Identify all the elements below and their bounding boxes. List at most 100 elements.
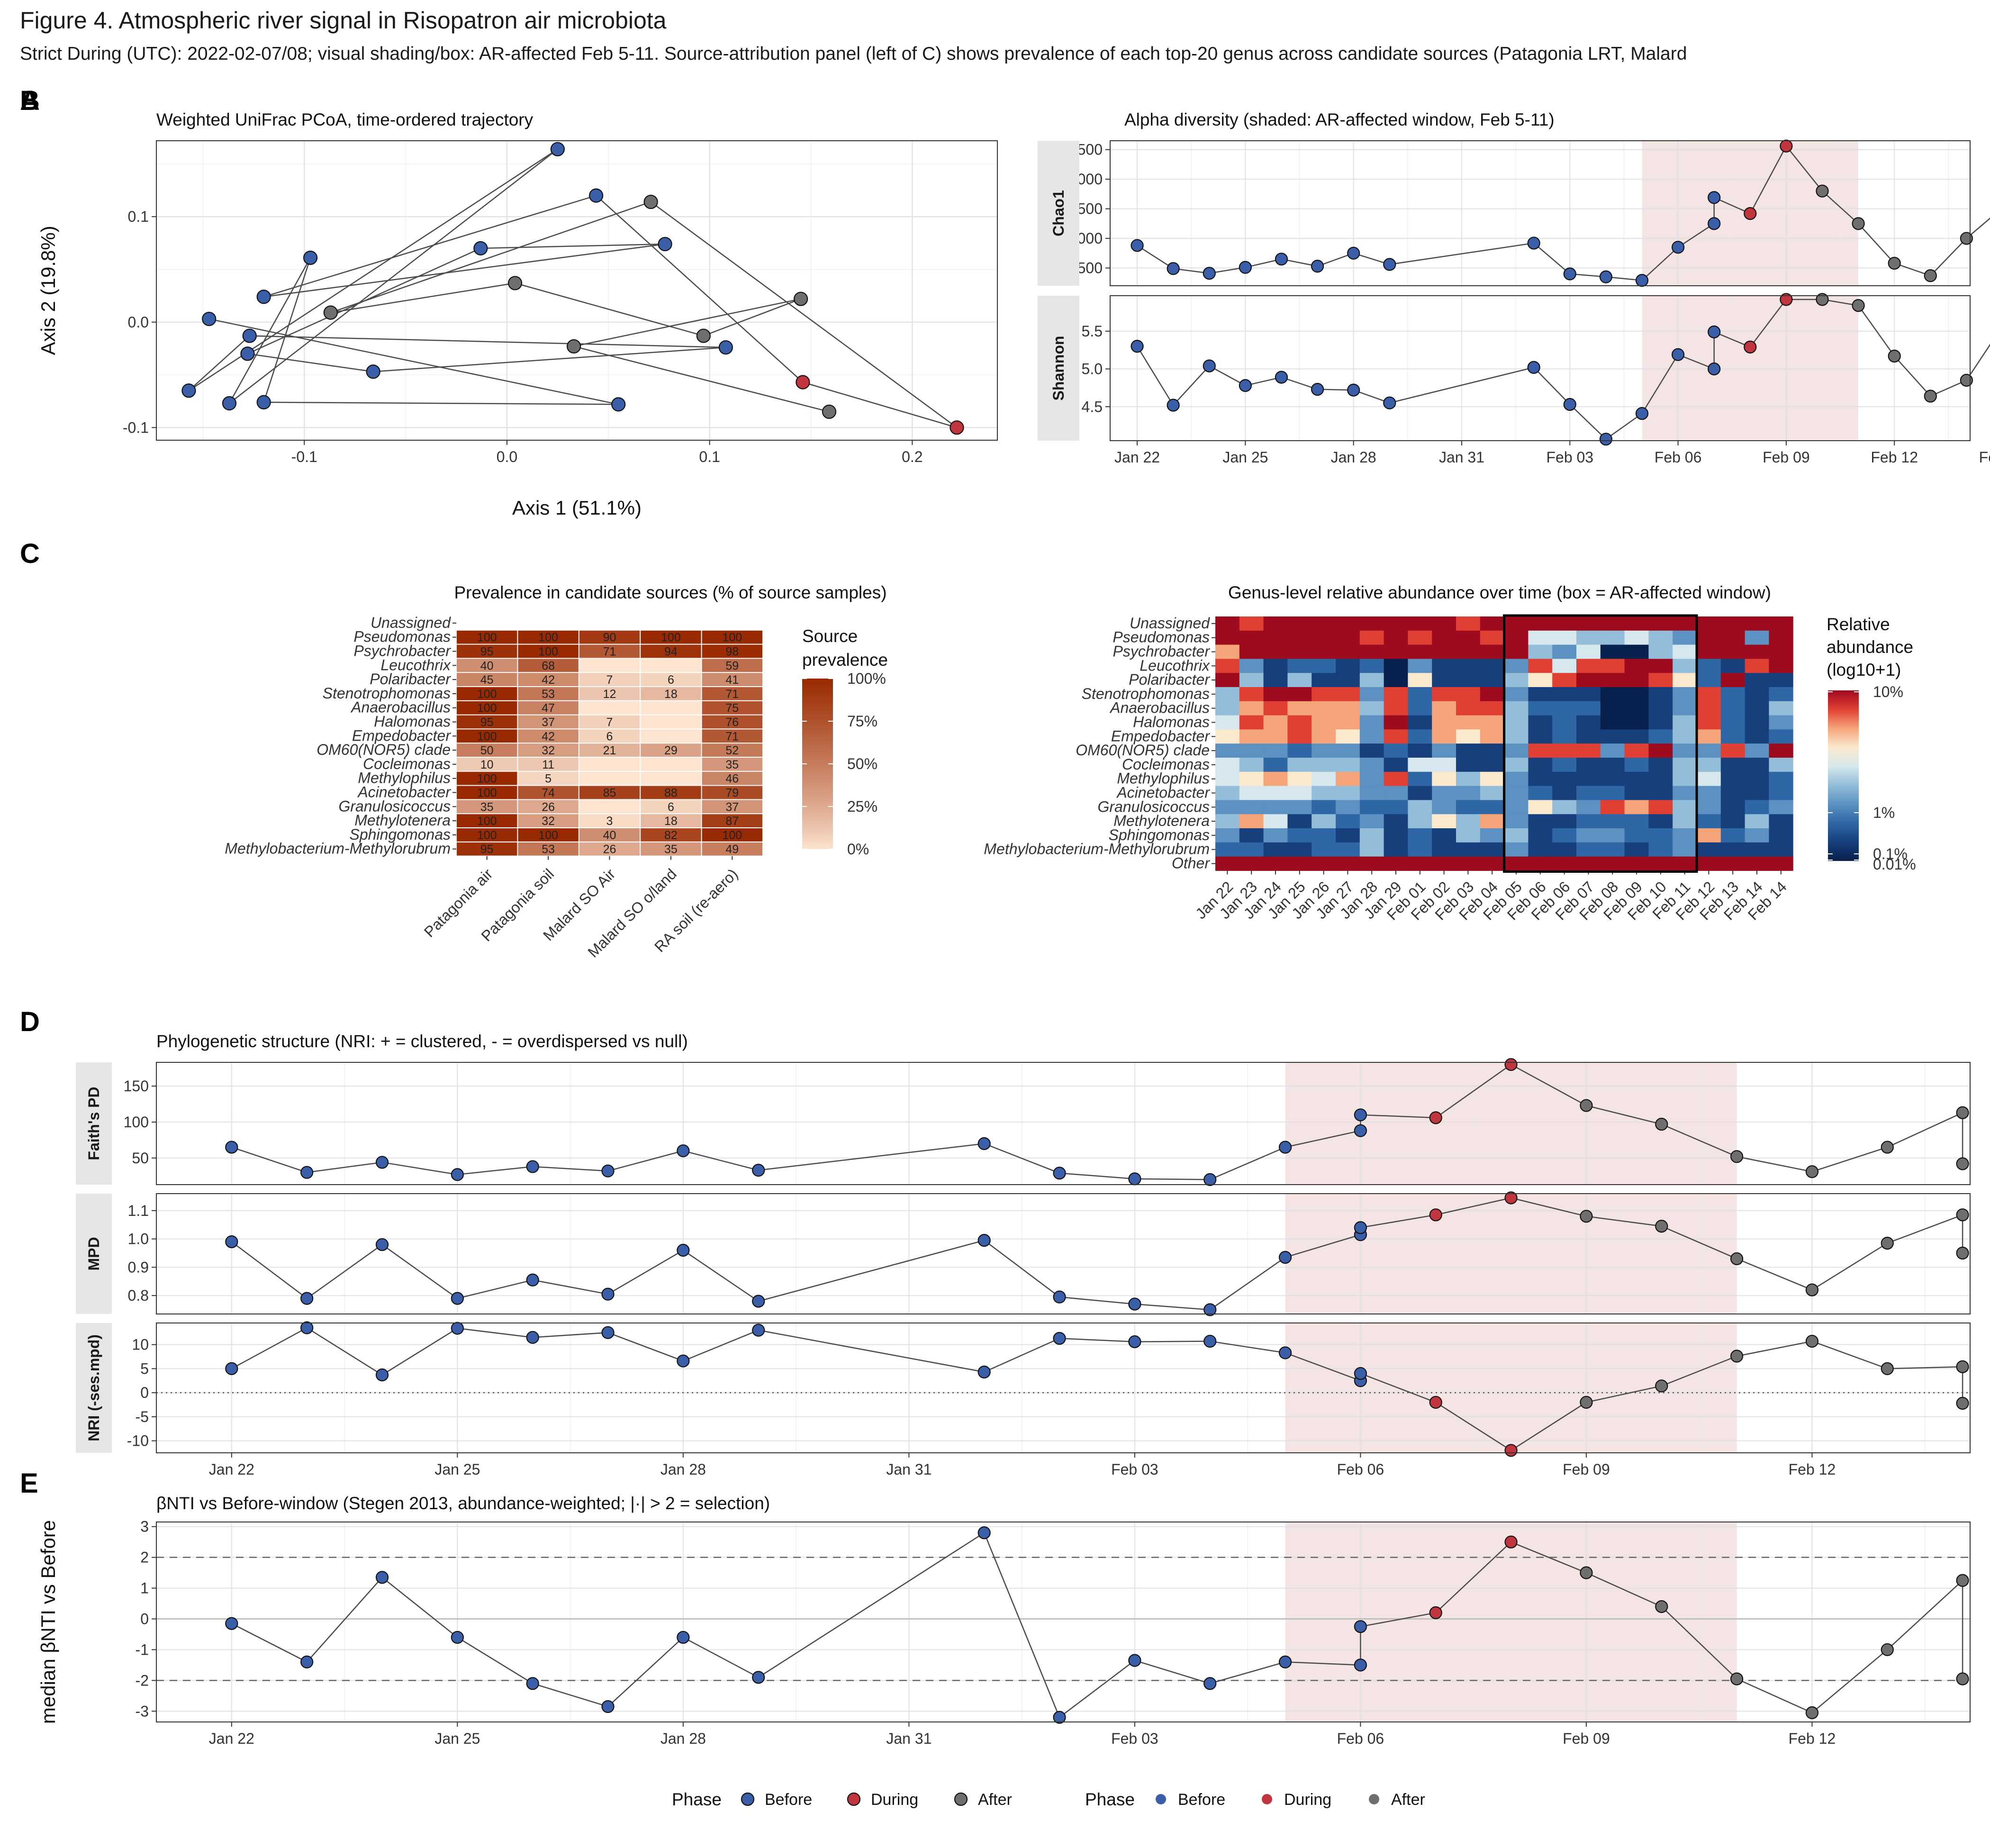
heatmap-cell xyxy=(702,644,762,658)
cell-value-label: 100 xyxy=(477,702,497,715)
heatmap-cell xyxy=(1312,715,1336,730)
series-point xyxy=(1635,274,1649,287)
heatmap-cell xyxy=(1359,630,1384,645)
heatmap-cell xyxy=(1456,743,1481,758)
heatmap-cell xyxy=(1769,659,1793,673)
series-point xyxy=(1278,1655,1292,1668)
heatmap-cell xyxy=(1239,715,1264,730)
heatmap-cell xyxy=(1648,673,1673,688)
heatmap-cell xyxy=(1480,828,1505,843)
heatmap-cell xyxy=(641,673,701,686)
genus-label: Stenotrophomonas xyxy=(1082,685,1210,702)
heatmap-cell xyxy=(1480,856,1505,871)
heatmap-cell xyxy=(1287,856,1312,871)
cell-value-label: 6 xyxy=(668,800,674,814)
cell-value-label: 40 xyxy=(603,829,616,842)
series-point xyxy=(1311,383,1324,396)
series-point xyxy=(1429,1395,1442,1409)
heatmap-cell xyxy=(1528,771,1553,787)
series-point xyxy=(300,1292,314,1305)
series-point xyxy=(1278,1346,1292,1359)
heatmap-cell xyxy=(1720,630,1746,645)
heatmap-cell xyxy=(1624,644,1649,659)
genus-label: Pseudomonas xyxy=(1113,629,1210,646)
heatmap-cell xyxy=(1769,616,1793,631)
heatmap-cell xyxy=(1336,687,1360,702)
heatmap-cell xyxy=(1528,743,1553,758)
legend-title: abundance xyxy=(1827,637,1913,657)
series-point xyxy=(1278,1250,1292,1264)
genus-label: Anaerobacillus xyxy=(350,699,451,716)
heatmap-cell xyxy=(1673,786,1697,800)
heatmap-cell xyxy=(1600,729,1625,744)
series-point xyxy=(1504,1191,1518,1205)
y-tick-label: 0.9 xyxy=(128,1259,149,1276)
heatmap-cell xyxy=(457,701,517,715)
heatmap-cell xyxy=(1769,828,1793,843)
series-point xyxy=(1383,396,1396,409)
heatmap-cell xyxy=(1552,828,1577,843)
series-point xyxy=(1429,1111,1442,1124)
series-point xyxy=(300,1166,314,1179)
heatmap-cell xyxy=(1745,644,1769,659)
heatmap-cell xyxy=(1287,771,1312,787)
heatmap-cell xyxy=(1504,743,1529,758)
series-point xyxy=(1708,217,1721,230)
x-tick-label: Jan 22 xyxy=(209,1730,254,1747)
pcoa-point xyxy=(718,340,733,355)
heatmap-cell xyxy=(1624,630,1649,645)
heatmap-cell xyxy=(518,771,579,785)
legend-item-label: Before xyxy=(1178,1791,1225,1809)
heatmap-cell xyxy=(457,758,517,771)
heatmap-cell xyxy=(579,786,640,799)
heatmap-cell xyxy=(1600,644,1625,659)
facet-strip-label: Shannon xyxy=(1050,336,1067,401)
heatmap-cell xyxy=(1336,828,1360,843)
series-point xyxy=(1167,399,1180,412)
cell-value-label: 6 xyxy=(668,673,674,687)
facet-strip xyxy=(1038,141,1079,286)
series-point xyxy=(1527,236,1540,250)
pcoa-point xyxy=(242,328,257,343)
heatmap-cell xyxy=(1504,616,1529,631)
heatmap-cell xyxy=(1576,687,1601,702)
heatmap-cell xyxy=(1648,771,1673,787)
heatmap-cell xyxy=(1769,743,1793,758)
heatmap-cell xyxy=(1239,800,1264,815)
heatmap-cell xyxy=(1648,786,1673,800)
heatmap-cell xyxy=(1720,701,1746,716)
cell-value-label: 71 xyxy=(603,645,616,659)
series-point xyxy=(1053,1167,1066,1180)
cell-value-label: 42 xyxy=(542,673,555,687)
genus-label: Stenotrophomonas xyxy=(323,685,451,702)
legend-title: Relative xyxy=(1827,615,1890,634)
heatmap-cell xyxy=(1312,814,1336,829)
heatmap-cell xyxy=(1384,856,1408,871)
heatmap-cell xyxy=(1769,758,1793,772)
heatmap-cell xyxy=(1673,687,1697,702)
heatmap-cell xyxy=(1263,771,1288,787)
heatmap-cell xyxy=(1408,856,1432,871)
cell-value-label: 32 xyxy=(542,744,555,757)
series-point xyxy=(1131,239,1144,252)
heatmap-cell xyxy=(1673,800,1697,815)
legend-title: (log10+1) xyxy=(1827,660,1901,679)
series-point xyxy=(1655,1600,1668,1613)
heatmap-cell xyxy=(1408,743,1432,758)
heatmap-cell xyxy=(579,729,640,743)
heatmap-cell xyxy=(1456,659,1481,673)
heatmap-cell xyxy=(1287,743,1312,758)
heatmap-cell xyxy=(641,630,701,644)
heatmap-cell xyxy=(1576,715,1601,730)
heatmap-cell xyxy=(1504,771,1529,787)
cell-value-label: 50 xyxy=(480,744,494,757)
x-tick-label: Feb 06 xyxy=(1337,1461,1384,1478)
pcoa-point xyxy=(303,250,318,265)
series-point xyxy=(1131,340,1144,353)
heatmap-cell xyxy=(1336,644,1360,659)
x-tick-label: Feb 06 xyxy=(1655,449,1702,466)
heatmap-cell xyxy=(1504,828,1529,843)
series-point xyxy=(752,1671,765,1684)
heatmap-cell xyxy=(1576,758,1601,772)
